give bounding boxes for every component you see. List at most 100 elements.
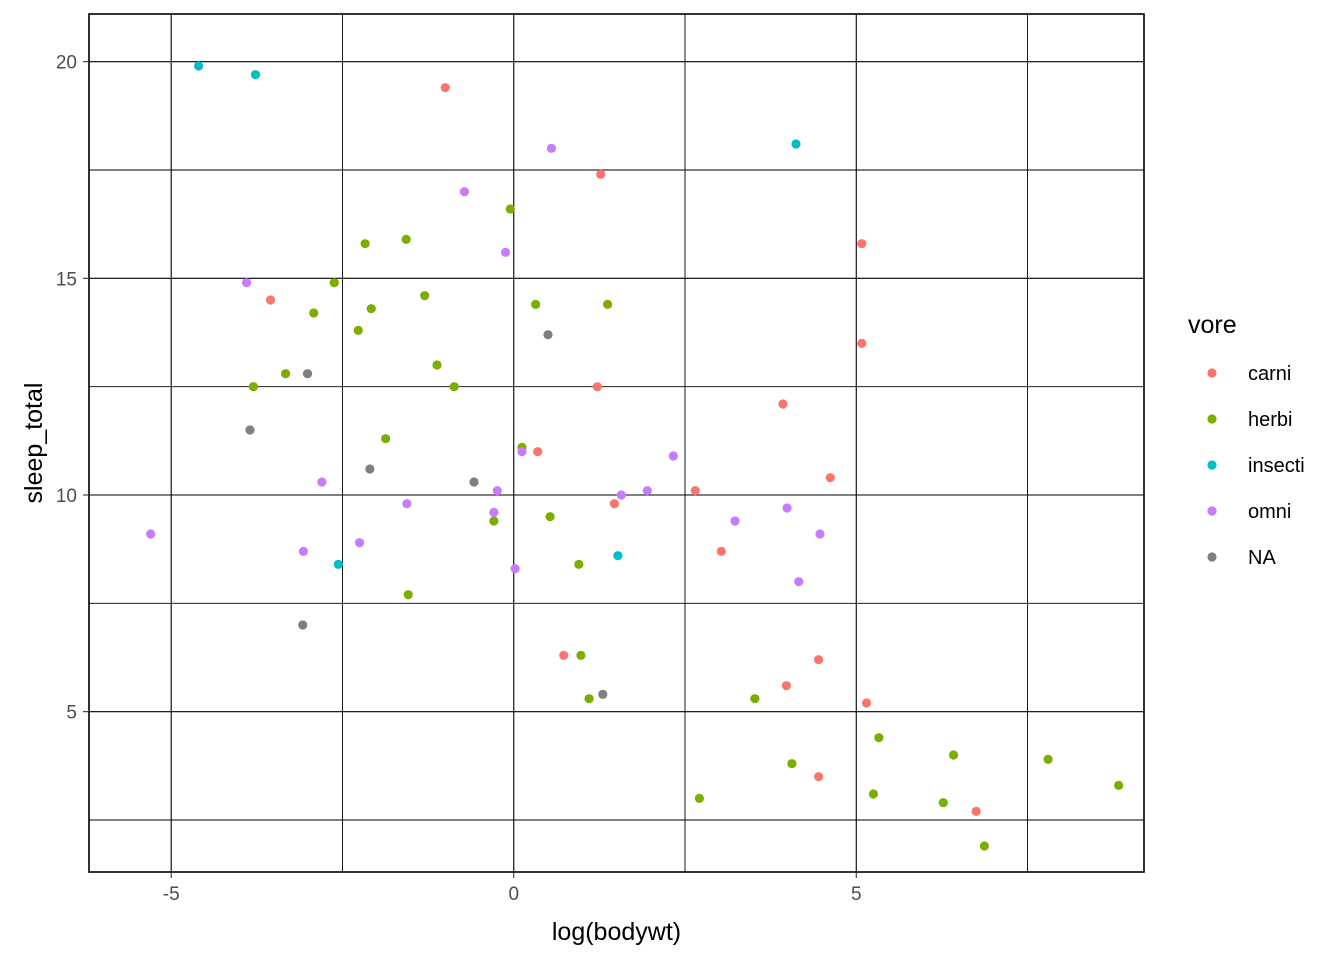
data-point-omni [510, 564, 520, 574]
data-point-omni [492, 486, 502, 496]
data-point-herbi [505, 204, 515, 214]
data-point-na [302, 369, 313, 379]
data-point-herbi [403, 590, 413, 600]
legend-label-omni: omni [1248, 501, 1291, 523]
legend-label-na: NA [1248, 547, 1276, 569]
x-tick-label: 0 [508, 884, 519, 905]
data-point-herbi [360, 239, 370, 249]
data-point-carni [533, 447, 543, 457]
x-tick-label: 5 [851, 884, 862, 905]
legend-label-insecti: insecti [1248, 455, 1305, 477]
data-point-herbi [787, 759, 797, 769]
data-point-herbi [948, 750, 959, 760]
data-point-herbi [938, 798, 948, 808]
legend-label-carni: carni [1248, 363, 1291, 385]
data-point-carni [440, 83, 450, 93]
data-point-carni [861, 698, 872, 708]
x-axis: -5 0 5 [163, 872, 862, 905]
data-point-omni [298, 546, 309, 556]
data-point-omni [317, 477, 327, 487]
data-point-herbi [1043, 754, 1053, 764]
data-point-omni [782, 503, 792, 513]
data-point-na [543, 330, 553, 340]
data-point-herbi [489, 516, 499, 526]
legend-key-omni [1207, 506, 1217, 516]
legend-key-insecti [1207, 460, 1217, 470]
data-point-herbi [602, 299, 613, 309]
y-axis-title: sleep_total [20, 383, 48, 504]
data-point-carni [690, 486, 700, 496]
data-point-omni [459, 187, 470, 197]
data-point-insecti [613, 551, 623, 561]
y-tick-label: 15 [56, 269, 77, 290]
x-axis-title: log(bodywt) [552, 918, 681, 946]
data-point-herbi [309, 308, 319, 318]
data-point-herbi [531, 299, 541, 309]
legend-label-herbi: herbi [1248, 409, 1292, 431]
data-point-omni [546, 143, 557, 153]
data-point-herbi [381, 434, 391, 444]
data-point-omni [642, 486, 652, 496]
data-point-herbi [281, 369, 291, 379]
data-point-herbi [248, 382, 259, 392]
legend-title: vore [1188, 311, 1237, 339]
panel-border [88, 13, 1145, 873]
data-point-herbi [874, 733, 884, 743]
data-point-omni [815, 529, 825, 539]
data-point-herbi [420, 291, 430, 301]
x-tick-label: -5 [163, 884, 180, 905]
data-point-herbi [353, 325, 363, 335]
data-point-omni [794, 577, 804, 587]
data-point-insecti [250, 70, 261, 80]
data-point-carni [716, 546, 726, 556]
data-point-omni [489, 507, 499, 517]
data-point-na [469, 477, 479, 487]
data-point-herbi [401, 234, 411, 244]
data-point-omni [668, 451, 678, 461]
data-point-carni [857, 338, 867, 348]
minor-gridlines [89, 14, 1144, 872]
data-point-herbi [750, 694, 760, 704]
data-point-omni [730, 516, 740, 526]
data-point-na [365, 464, 375, 474]
data-point-herbi [329, 278, 339, 288]
y-tick-label: 20 [56, 53, 77, 74]
data-point-carni [778, 399, 788, 409]
data-point-na [298, 620, 308, 630]
data-point-herbi [574, 559, 584, 569]
legend-key-herbi [1207, 414, 1217, 424]
data-point-omni [500, 247, 511, 257]
data-point-herbi [449, 382, 459, 392]
data-point-omni [146, 529, 156, 539]
data-point-omni [517, 447, 527, 457]
data-point-carni [592, 382, 602, 392]
data-point-na [245, 425, 255, 435]
data-point-herbi [694, 793, 704, 803]
data-point-herbi [868, 789, 878, 799]
data-point-carni [857, 239, 867, 249]
data-point-carni [781, 681, 791, 691]
data-point-carni [825, 473, 835, 483]
y-axis: 5 10 15 20 [56, 53, 89, 724]
data-point-carni [596, 169, 606, 179]
data-point-carni [609, 499, 620, 509]
data-point-omni [402, 499, 412, 509]
legend-key-carni [1207, 368, 1217, 378]
major-gridlines [89, 14, 1144, 872]
y-tick-label: 10 [56, 486, 77, 507]
legend-key-na [1207, 552, 1217, 562]
data-point-omni [355, 538, 365, 548]
data-point-herbi [366, 304, 376, 314]
data-point-insecti [791, 139, 801, 149]
data-point-insecti [333, 559, 343, 569]
data-point-herbi [1114, 780, 1124, 790]
data-point-carni [971, 806, 981, 816]
data-point-na [598, 689, 608, 699]
data-point-carni [813, 772, 824, 782]
legend: vore carni herbi insecti omni NA [1188, 311, 1305, 569]
data-point-herbi [584, 694, 594, 704]
data-point-carni [265, 295, 276, 305]
data-point-herbi [576, 650, 586, 660]
data-point-omni [241, 278, 252, 288]
